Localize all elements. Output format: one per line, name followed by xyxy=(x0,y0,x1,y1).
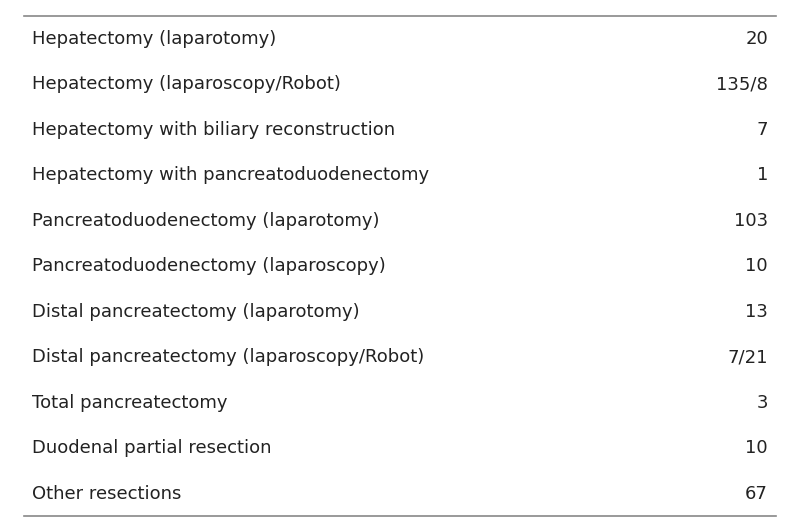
Text: 67: 67 xyxy=(745,485,768,503)
Text: Total pancreatectomy: Total pancreatectomy xyxy=(32,394,227,412)
Text: 7: 7 xyxy=(757,121,768,139)
Text: 10: 10 xyxy=(746,439,768,457)
Text: 135/8: 135/8 xyxy=(716,75,768,93)
Text: Pancreatoduodenectomy (laparotomy): Pancreatoduodenectomy (laparotomy) xyxy=(32,212,379,230)
Text: 103: 103 xyxy=(734,212,768,230)
Text: 13: 13 xyxy=(745,302,768,320)
Text: 1: 1 xyxy=(757,166,768,184)
Text: Distal pancreatectomy (laparoscopy/Robot): Distal pancreatectomy (laparoscopy/Robot… xyxy=(32,348,424,366)
Text: Hepatectomy with biliary reconstruction: Hepatectomy with biliary reconstruction xyxy=(32,121,395,139)
Text: Distal pancreatectomy (laparotomy): Distal pancreatectomy (laparotomy) xyxy=(32,302,360,320)
Text: Other resections: Other resections xyxy=(32,485,182,503)
Text: 20: 20 xyxy=(746,30,768,47)
Text: Hepatectomy (laparoscopy/Robot): Hepatectomy (laparoscopy/Robot) xyxy=(32,75,341,93)
Text: Hepatectomy with pancreatoduodenectomy: Hepatectomy with pancreatoduodenectomy xyxy=(32,166,429,184)
Text: Pancreatoduodenectomy (laparoscopy): Pancreatoduodenectomy (laparoscopy) xyxy=(32,257,386,275)
Text: 10: 10 xyxy=(746,257,768,275)
Text: 3: 3 xyxy=(757,394,768,412)
Text: Duodenal partial resection: Duodenal partial resection xyxy=(32,439,271,457)
Text: 7/21: 7/21 xyxy=(727,348,768,366)
Text: Hepatectomy (laparotomy): Hepatectomy (laparotomy) xyxy=(32,30,276,47)
